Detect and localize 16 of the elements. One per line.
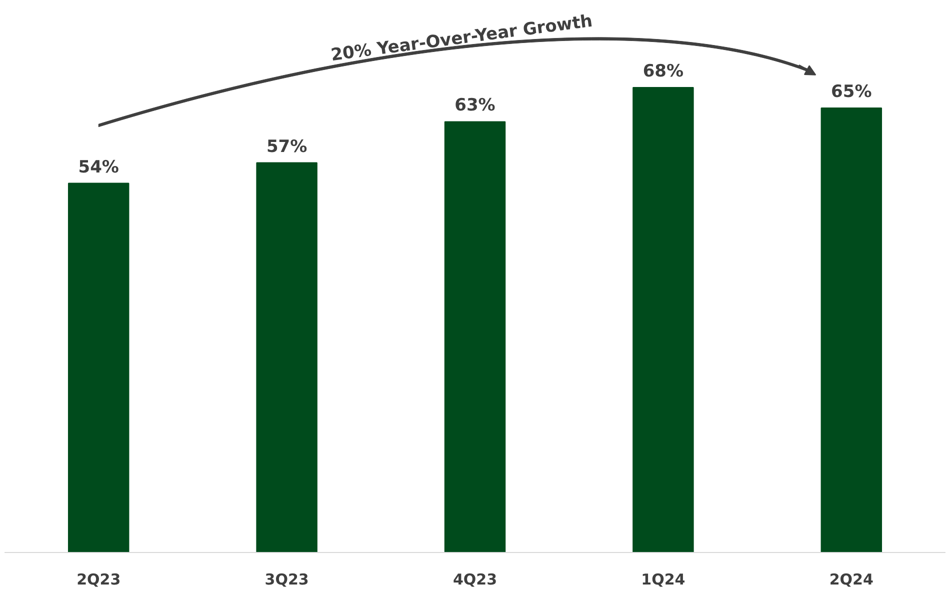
- data-label: 54%: [78, 157, 119, 178]
- x-tick-label: 4Q23: [452, 570, 498, 588]
- data-label: 65%: [831, 82, 872, 102]
- data-label: 63%: [454, 96, 496, 116]
- x-tick-label: 2Q23: [76, 570, 121, 588]
- x-tick-label: 3Q23: [264, 570, 309, 588]
- bar: [820, 108, 882, 552]
- x-tick-label: 1Q24: [641, 570, 686, 588]
- data-label: 68%: [642, 62, 684, 82]
- bar: [256, 162, 318, 552]
- bar: [444, 121, 506, 552]
- bar: [632, 87, 694, 552]
- bar: [68, 182, 130, 552]
- text: 20% Year-Over-Year Growth: [330, 11, 594, 66]
- data-label: 57%: [266, 136, 308, 157]
- x-tick-label: 2Q24: [829, 570, 874, 588]
